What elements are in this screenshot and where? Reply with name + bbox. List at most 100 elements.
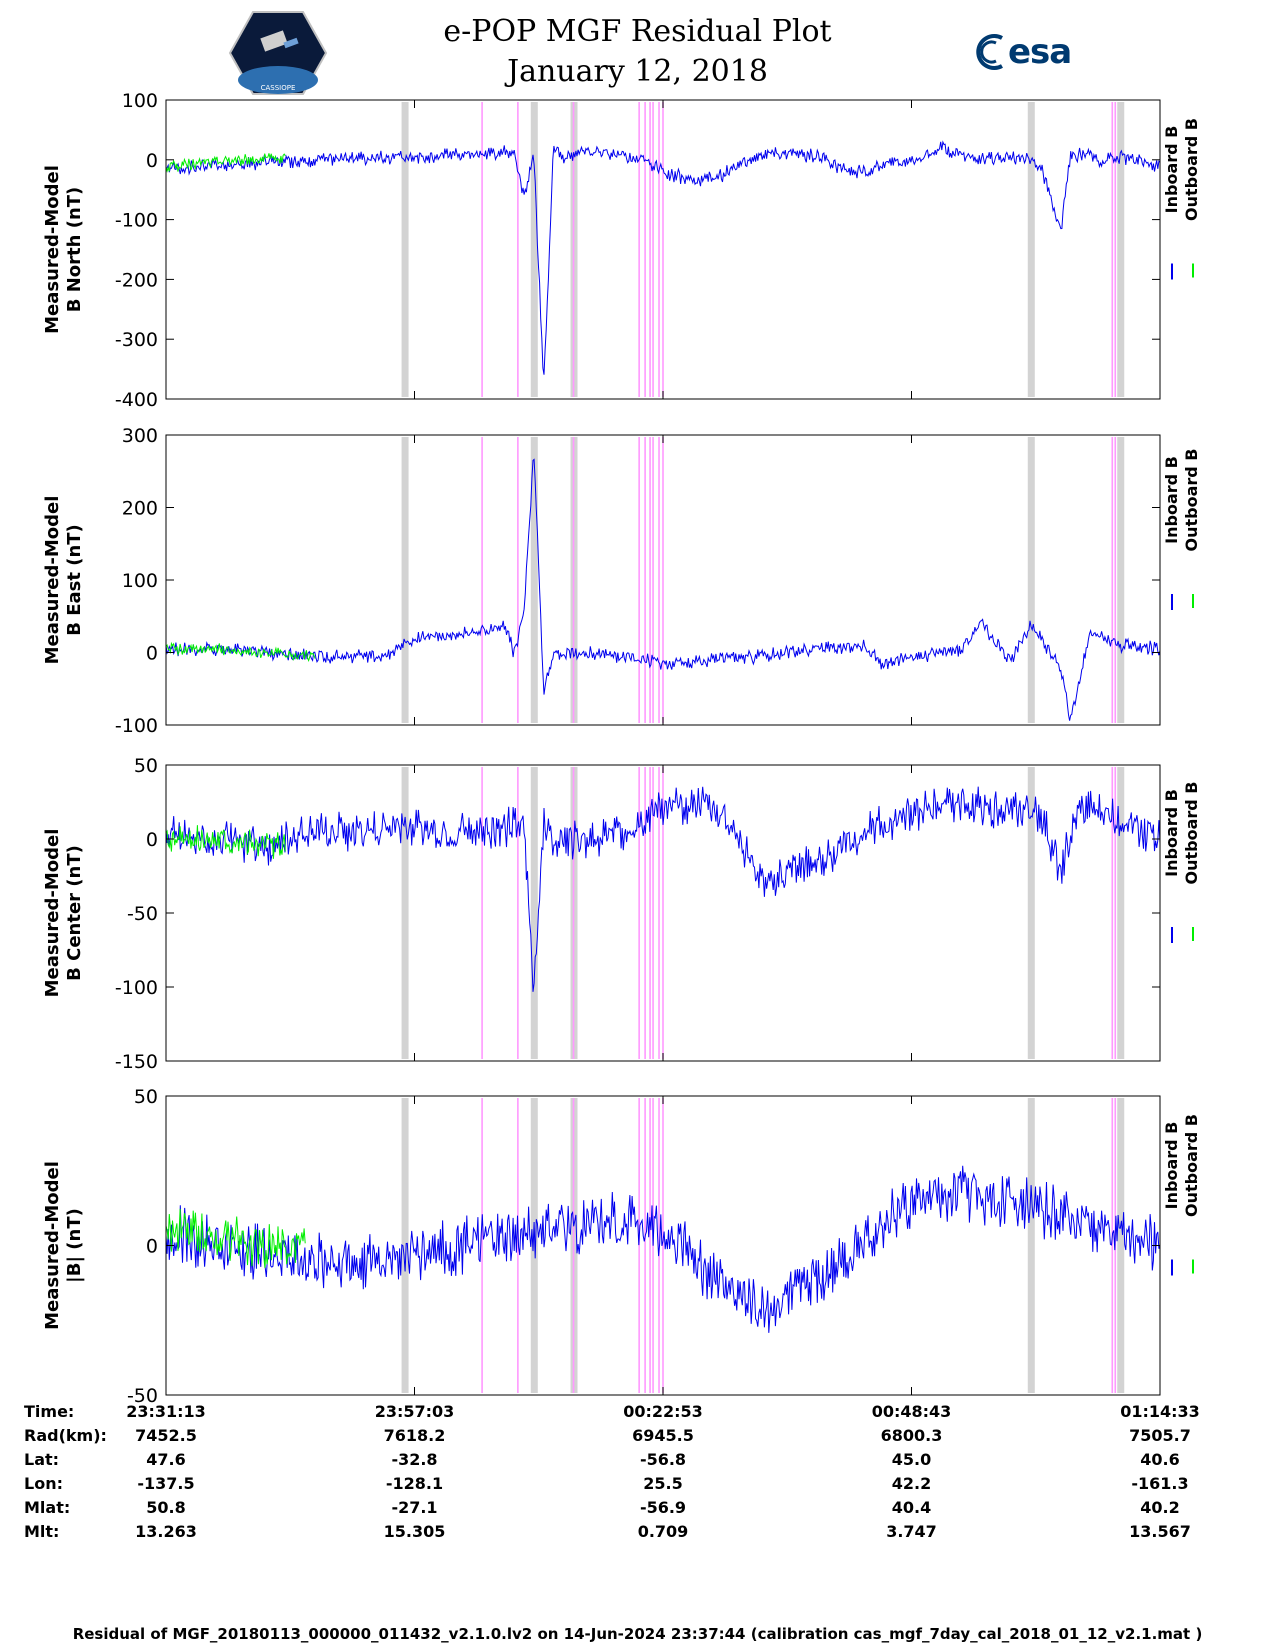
y-axis-label: Measured-Model: [42, 496, 63, 665]
ephemeris-value: 25.5: [643, 1474, 683, 1493]
ephemeris-value: 40.4: [891, 1498, 932, 1517]
y-tick-label: -150: [115, 1051, 158, 1073]
y-axis-label: B North (nT): [64, 187, 85, 313]
y-axis-label: Measured-Model: [42, 1161, 63, 1330]
ephemeris-row-label: Mlt:: [24, 1522, 60, 1541]
series-line-outboard-b: [165, 1208, 306, 1268]
ephemeris-value: 00:22:53: [623, 1402, 703, 1421]
ephemeris-value: 50.8: [146, 1498, 186, 1517]
ephemeris-value: 6800.3: [880, 1426, 943, 1445]
ephemeris-value: 00:48:43: [871, 1402, 952, 1421]
ephemeris-value: 40.2: [1140, 1498, 1180, 1517]
gray-band: [401, 437, 409, 723]
y-tick-label: 0: [146, 1236, 158, 1258]
series-line-outboard-b: [165, 641, 316, 662]
series-line-outboard-b: [165, 825, 286, 859]
y-tick-label: 100: [122, 90, 158, 112]
ephemeris-value: 23:31:13: [126, 1402, 206, 1421]
ephemeris-value: -137.5: [137, 1474, 195, 1493]
ephemeris-row-label: Mlat:: [24, 1498, 71, 1517]
y-tick-label: -400: [115, 389, 158, 411]
ephemeris-value: -32.8: [391, 1450, 438, 1469]
ephemeris-row-label: Time:: [24, 1402, 75, 1421]
legend-label-inboard: Inboard B: [1162, 456, 1181, 544]
y-tick-label: 0: [146, 829, 158, 851]
gray-band: [530, 102, 538, 397]
y-tick-label: -300: [115, 329, 158, 351]
y-axis-label: Measured-Model: [42, 829, 63, 998]
legend-label-outboard: Outboard B: [1182, 782, 1201, 885]
legend-label-outboard: Outboard B: [1182, 449, 1201, 552]
gray-band: [530, 767, 538, 1059]
ephemeris-row-label: Lon:: [24, 1474, 63, 1493]
ephemeris-value: -27.1: [391, 1498, 438, 1517]
esa-logo-text: esa: [1008, 32, 1072, 72]
legend-label-outboard: Outboard B: [1182, 118, 1201, 221]
legend-label-inboard: Inboard B: [1162, 1122, 1181, 1210]
y-tick-label: 50: [134, 755, 158, 777]
gray-band: [1117, 767, 1125, 1059]
y-axis-label: B East (nT): [64, 524, 85, 636]
y-tick-label: 0: [146, 643, 158, 665]
y-tick-label: -100: [115, 977, 158, 999]
series-line-inboard-b: [165, 140, 1161, 375]
ephemeris-value: -56.9: [639, 1498, 687, 1517]
y-tick-label: 0: [146, 150, 158, 172]
ephemeris-value: -56.8: [639, 1450, 687, 1469]
ephemeris-value: 6945.5: [632, 1426, 694, 1445]
ephemeris-value: 15.305: [383, 1522, 446, 1541]
gray-band: [401, 102, 409, 397]
gray-band: [401, 767, 409, 1059]
ephemeris-value: 23:57:03: [374, 1402, 455, 1421]
ephemeris-value: 40.6: [1140, 1450, 1180, 1469]
ephemeris-value: 13.567: [1129, 1522, 1191, 1541]
footer-caption: Residual of MGF_20180113_000000_011432_v…: [72, 1625, 1203, 1643]
gray-band: [1027, 1098, 1035, 1393]
ephemeris-value: 7452.5: [135, 1426, 197, 1445]
ephemeris-value: 0.709: [637, 1522, 689, 1541]
esa-logo-mark: [976, 34, 1003, 70]
ephemeris-value: -128.1: [385, 1474, 444, 1493]
cassiope-logo: CASSIOPE: [228, 11, 328, 95]
gray-band: [401, 1098, 409, 1393]
y-tick-label: 200: [122, 498, 158, 520]
ephemeris-value: 3.747: [886, 1522, 937, 1541]
y-axis-label: |B| (nT): [64, 1208, 85, 1283]
ephemeris-value: 01:14:33: [1120, 1402, 1200, 1421]
legend-label-outboard: Outboard B: [1182, 1114, 1201, 1217]
gray-band: [530, 1098, 538, 1393]
gray-band: [530, 437, 538, 723]
ephemeris-value: 7618.2: [383, 1426, 446, 1445]
y-tick-label: 300: [122, 425, 158, 447]
ephemeris-value: 42.2: [891, 1474, 932, 1493]
ephemeris-row-label: Lat:: [24, 1450, 60, 1469]
gray-band: [1117, 437, 1125, 723]
gray-band: [1117, 102, 1125, 397]
y-tick-label: -100: [115, 715, 158, 737]
series-line-inboard-b: [165, 786, 1161, 992]
ephemeris-row-label: Rad(km):: [24, 1426, 107, 1445]
gray-band: [1117, 1098, 1125, 1393]
gray-band: [1027, 767, 1035, 1059]
legend-label-inboard: Inboard B: [1162, 126, 1181, 214]
gray-band: [1027, 437, 1035, 723]
y-tick-label: -50: [127, 903, 158, 925]
y-axis-label: Measured-Model: [42, 165, 63, 334]
series-line-inboard-b: [165, 458, 1161, 721]
series-line-inboard-b: [165, 1165, 1161, 1333]
y-tick-label: 100: [122, 570, 158, 592]
ephemeris-value: 47.6: [146, 1450, 186, 1469]
ephemeris-value: 7505.7: [1129, 1426, 1191, 1445]
logo-left-text: CASSIOPE: [261, 84, 296, 92]
y-tick-label: 50: [134, 1086, 158, 1108]
plot-date: January 12, 2018: [507, 54, 768, 89]
ephemeris-value: 45.0: [891, 1450, 932, 1469]
y-tick-label: -50: [127, 1385, 158, 1407]
ephemeris-value: 13.263: [135, 1522, 197, 1541]
y-tick-label: -200: [115, 269, 158, 291]
series-line-outboard-b: [165, 153, 286, 173]
plot-title: e-POP MGF Residual Plot: [443, 14, 832, 49]
ephemeris-value: -161.3: [1131, 1474, 1189, 1493]
y-axis-label: B Center (nT): [64, 845, 85, 981]
